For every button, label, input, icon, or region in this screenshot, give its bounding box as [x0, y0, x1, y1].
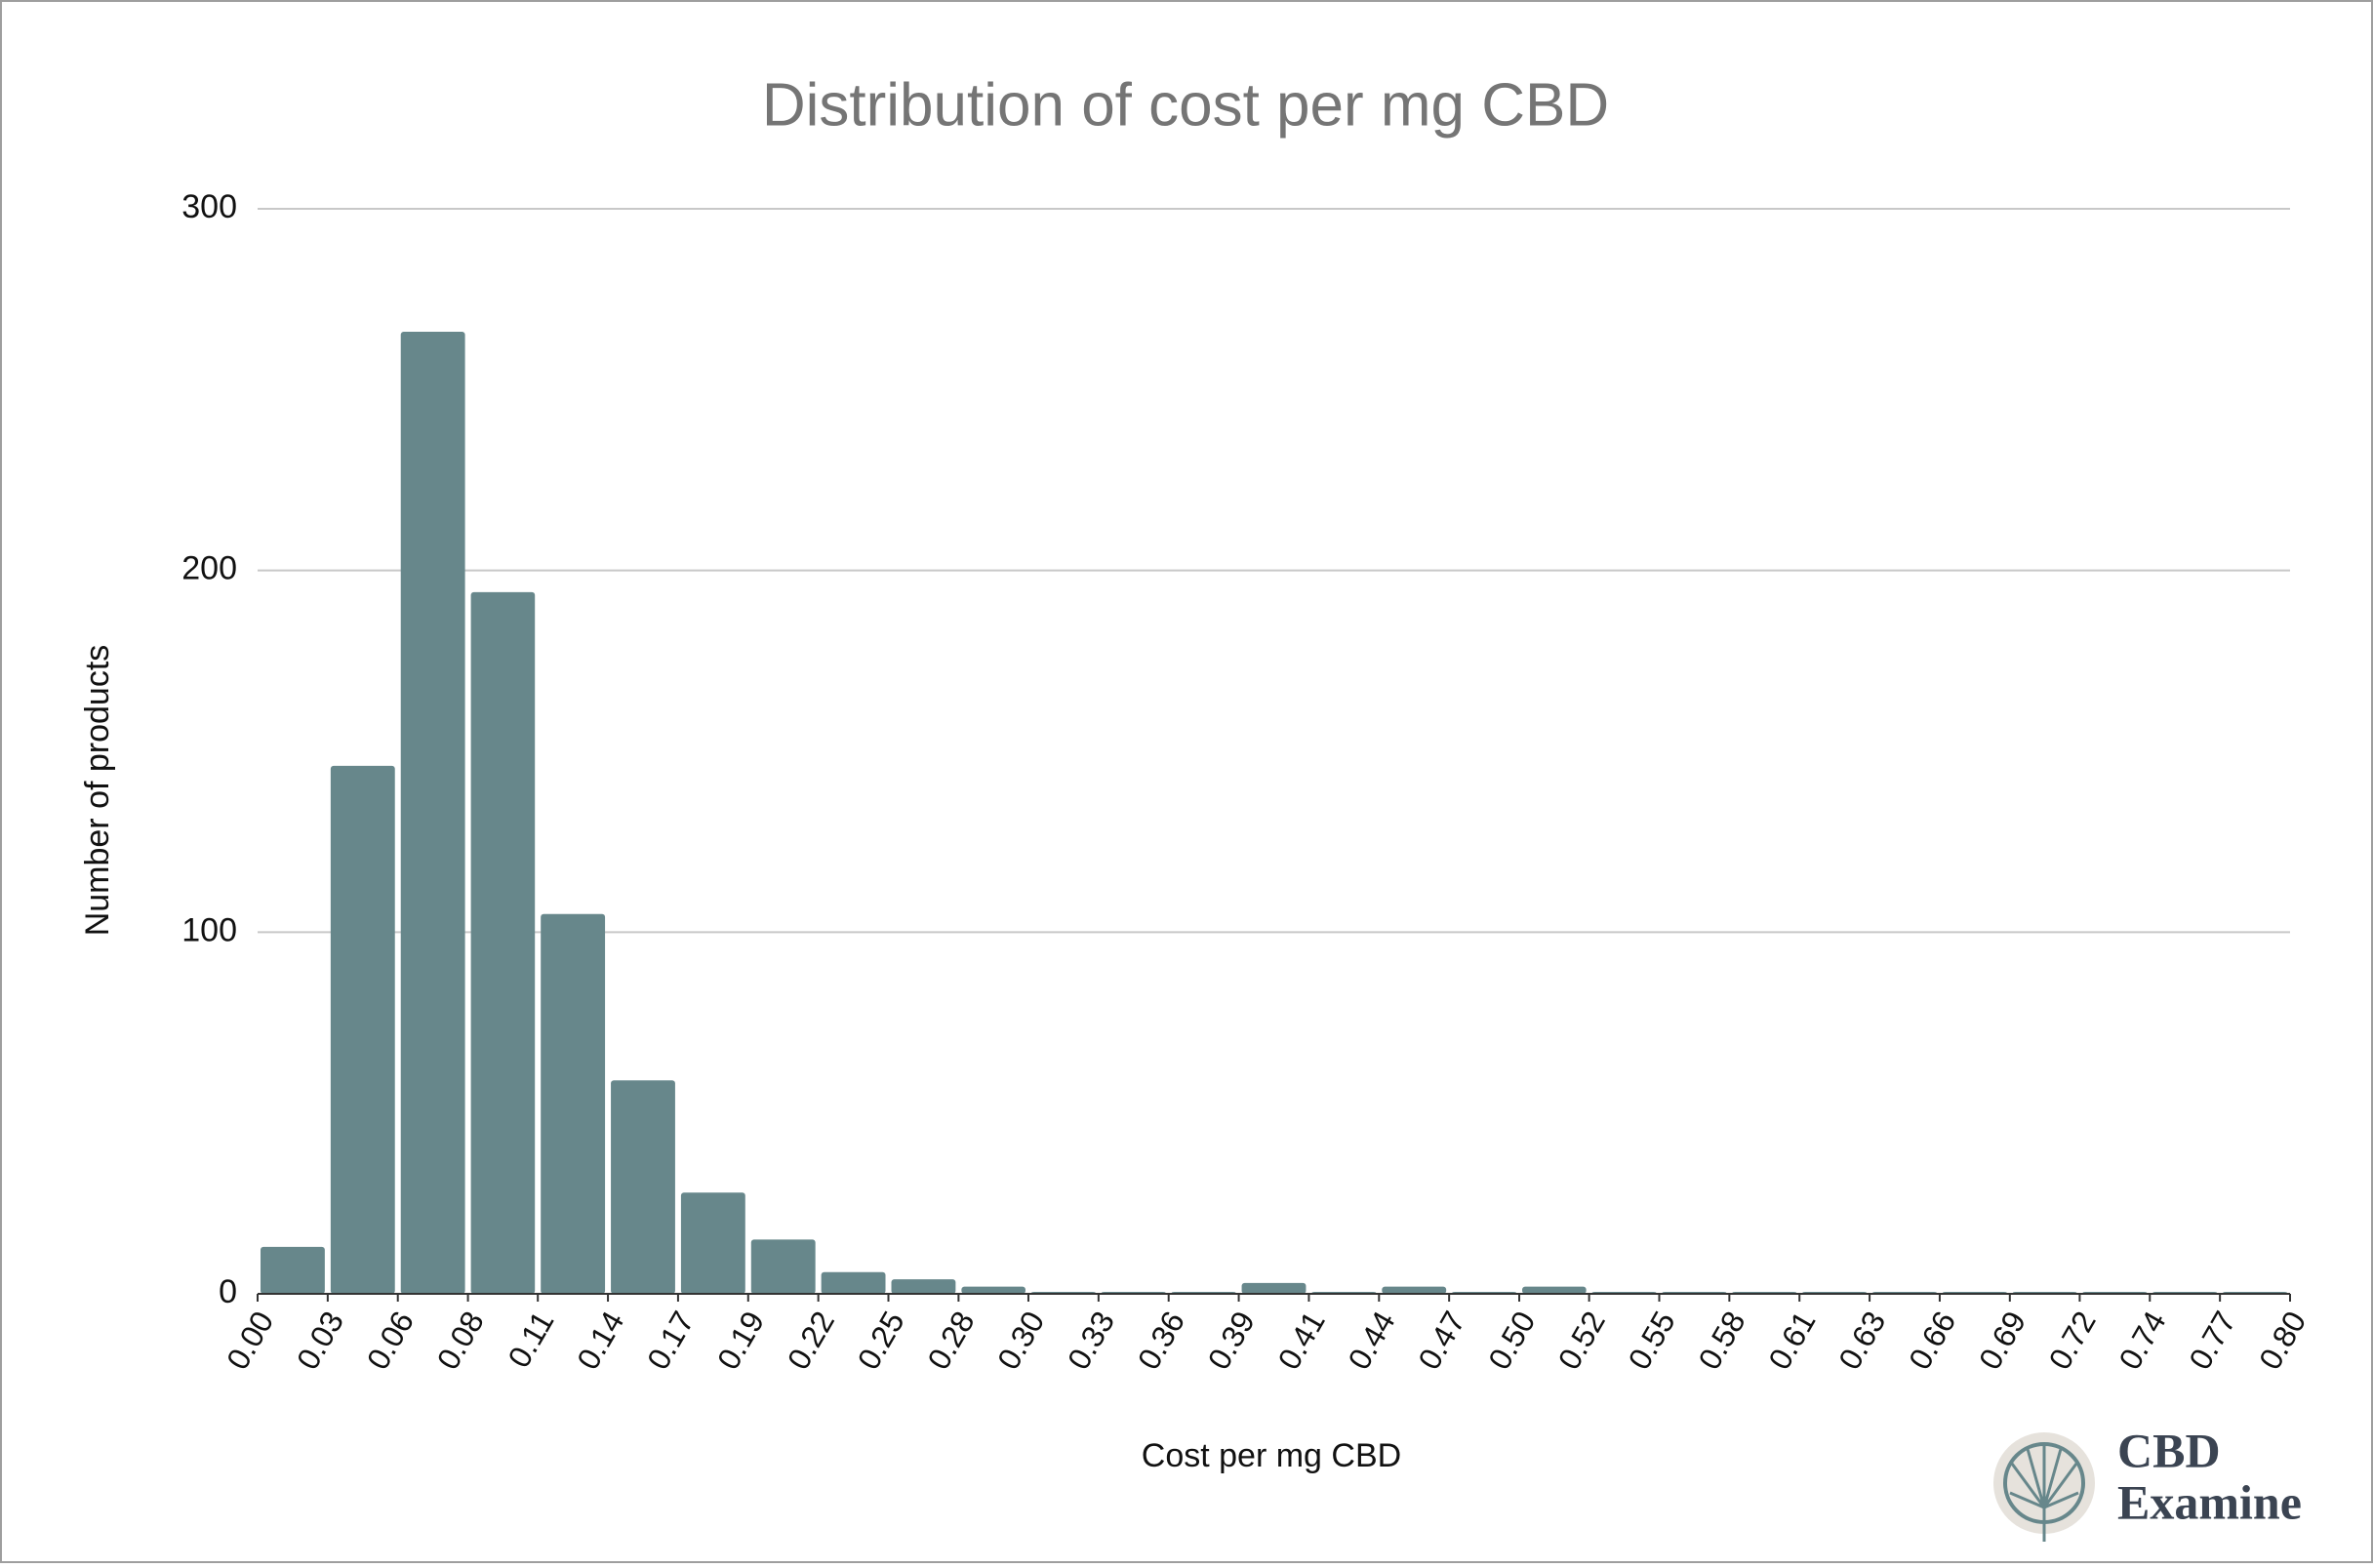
y-tick-label: 100	[181, 911, 237, 948]
bar	[330, 765, 395, 1294]
chart-title: Distribution of cost per mg CBD	[762, 71, 1609, 139]
bar	[891, 1279, 956, 1294]
bar	[541, 913, 606, 1294]
logo-leaf	[2009, 1444, 2079, 1542]
bar	[961, 1286, 1026, 1294]
logo-text: CBD	[2117, 1423, 2221, 1477]
y-tick-label: 300	[181, 188, 237, 225]
y-tick-label: 0	[219, 1273, 237, 1310]
y-axis-title: Number of products	[79, 645, 116, 937]
bar	[821, 1271, 886, 1294]
bar	[470, 591, 536, 1294]
bar	[400, 332, 465, 1294]
logo-text: Examine	[2117, 1474, 2302, 1529]
bar	[611, 1080, 675, 1294]
logo: CBD Examine	[1993, 1423, 2302, 1542]
y-tick-label: 200	[181, 550, 237, 587]
bar	[261, 1246, 325, 1294]
bar	[1522, 1286, 1587, 1294]
x-axis-title: Cost per mg CBD	[1142, 1437, 1401, 1474]
bar	[1241, 1282, 1307, 1294]
bar	[750, 1239, 816, 1294]
bar	[680, 1192, 745, 1294]
bar	[1382, 1286, 1447, 1294]
